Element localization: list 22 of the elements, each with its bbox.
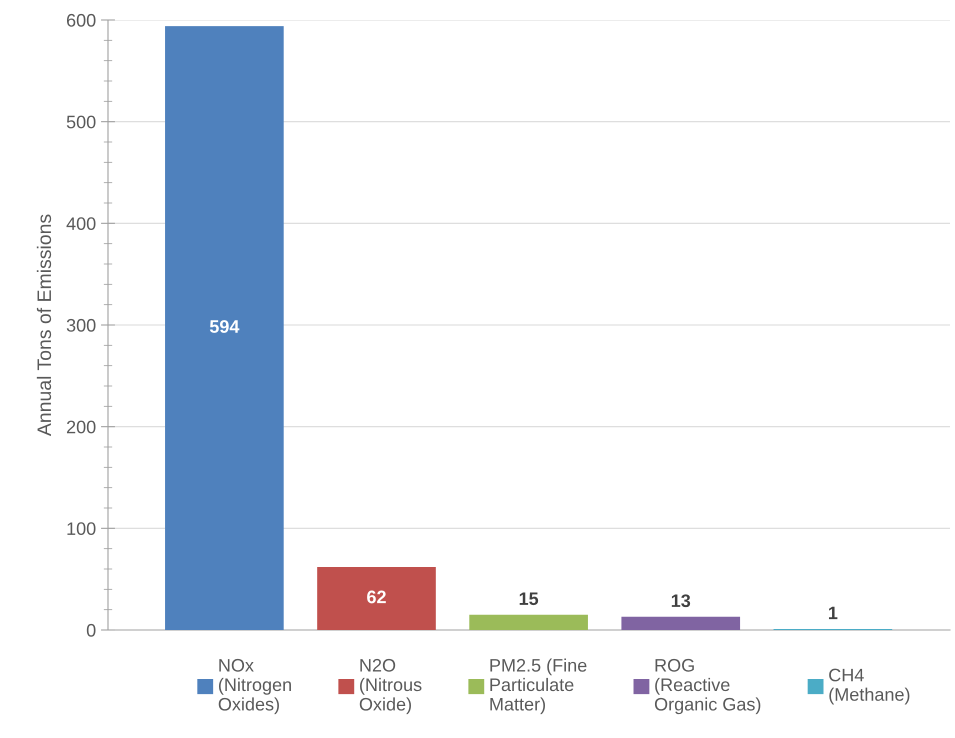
legend-label: PM2.5 (Fine Particulate Matter): [490, 658, 586, 714]
y-tick-label: 600: [66, 14, 96, 27]
legend-label: ROG (Reactive Organic Gas): [654, 658, 760, 714]
data-label: 62: [367, 590, 386, 604]
bar: [469, 614, 588, 630]
legend-label: NOx (Nitrogen Oxides): [218, 658, 291, 714]
y-axis-title: Annual Tons of Emissions: [36, 214, 52, 436]
legend-label: N2O (Nitrous Oxide): [360, 658, 422, 714]
data-label: 1: [828, 606, 838, 620]
y-tick-label: 500: [66, 116, 96, 128]
data-label: 594: [210, 320, 240, 333]
y-tick-label: 200: [66, 420, 96, 434]
y-tick-label: 300: [66, 318, 96, 332]
data-label: 15: [520, 592, 538, 606]
bar: [317, 566, 436, 630]
data-label: 13: [672, 594, 690, 608]
bar: [621, 616, 740, 630]
y-tick-label: 100: [67, 522, 96, 536]
y-tick-label: 400: [66, 217, 96, 230]
y-tick-label: 0: [86, 624, 96, 637]
legend-label: CH4 (Methane): [829, 668, 910, 704]
bar: [165, 26, 284, 630]
